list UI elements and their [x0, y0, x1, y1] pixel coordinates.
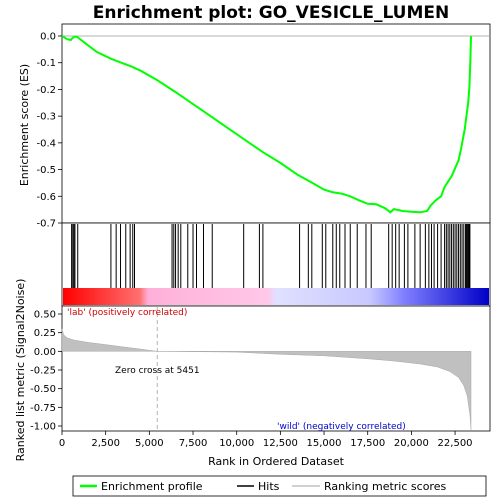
legend-label-enrichment-profile: Enrichment profile — [101, 480, 203, 493]
negative-correlation-label: 'wild' (negatively correlated) — [277, 422, 406, 432]
x-tick-label: 20,000 — [394, 438, 429, 449]
x-tick-label: 10,000 — [219, 438, 254, 449]
metric-y-tick-label: -1.00 — [30, 422, 56, 433]
chart-title: Enrichment plot: GO_VESICLE_LUMEN — [93, 3, 449, 23]
metric-y-axis: 0.50 0.25 0.00 -0.25 -0.50 -0.75 -1.00 — [30, 310, 62, 433]
metric-y-tick-label: 0.50 — [34, 310, 56, 321]
x-tick-label: 7,500 — [179, 438, 208, 449]
es-y-axis-label: Enrichment score (ES) — [18, 64, 31, 186]
x-tick-label: 15,000 — [307, 438, 342, 449]
metric-y-tick-label: -0.75 — [30, 403, 56, 414]
metric-y-tick-label: 0.00 — [34, 347, 56, 358]
legend: Enrichment profile Hits Ranking metric s… — [72, 475, 487, 497]
es-y-tick-label: 0.0 — [40, 32, 56, 43]
x-axis-label: Rank in Ordered Dataset — [208, 455, 345, 468]
x-axis: 0 2,500 5,000 7,500 10,000 12,500 15,000 17,500… — [59, 431, 473, 449]
metric-y-tick-label: -0.25 — [30, 366, 56, 377]
legend-label-ranking-metric: Ranking metric scores — [324, 480, 446, 493]
metric-y-tick-label: 0.25 — [34, 328, 56, 339]
legend-label-hits: Hits — [258, 480, 280, 493]
es-y-tick-label: -0.3 — [36, 112, 56, 123]
x-tick-label: 17,500 — [350, 438, 385, 449]
hit-marks — [71, 224, 471, 288]
hits-panel — [61, 222, 491, 307]
es-y-axis: 0.0 -0.1 -0.2 -0.3 -0.4 -0.5 -0.6 -0.7 — [36, 32, 62, 230]
es-panel: 0.0 -0.1 -0.2 -0.3 -0.4 -0.5 -0.6 -0.7 Enrichme… — [18, 23, 491, 230]
metric-panel-frame — [61, 305, 491, 432]
es-y-tick-label: -0.5 — [36, 165, 56, 176]
enrichment-profile-line — [61, 35, 472, 214]
zero-cross-label: Zero cross at 5451 — [115, 366, 200, 376]
x-tick-label: 2,500 — [91, 438, 120, 449]
es-y-tick-label: -0.1 — [36, 58, 56, 69]
metric-y-axis-label: Ranked list metric (Signal2Noise) — [14, 279, 27, 462]
es-panel-frame — [61, 23, 491, 224]
x-tick-label: 22,500 — [438, 438, 473, 449]
es-y-tick-label: -0.6 — [36, 192, 56, 203]
rank-color-bar — [63, 288, 489, 305]
x-tick-label: 5,000 — [135, 438, 164, 449]
x-tick-label: 12,500 — [263, 438, 298, 449]
metric-y-tick-label: -0.50 — [30, 384, 56, 395]
metric-panel: 0.50 0.25 0.00 -0.25 -0.50 -0.75 -1.00 'lab' (… — [14, 279, 491, 462]
es-y-tick-label: -0.7 — [36, 219, 56, 230]
legend-frame — [72, 475, 487, 497]
x-tick-label: 0 — [59, 438, 65, 449]
positive-correlation-label: 'lab' (positively correlated) — [67, 308, 187, 318]
ranking-metric-area — [61, 328, 472, 430]
es-y-tick-label: -0.2 — [36, 85, 56, 96]
es-y-tick-label: -0.4 — [36, 138, 56, 149]
